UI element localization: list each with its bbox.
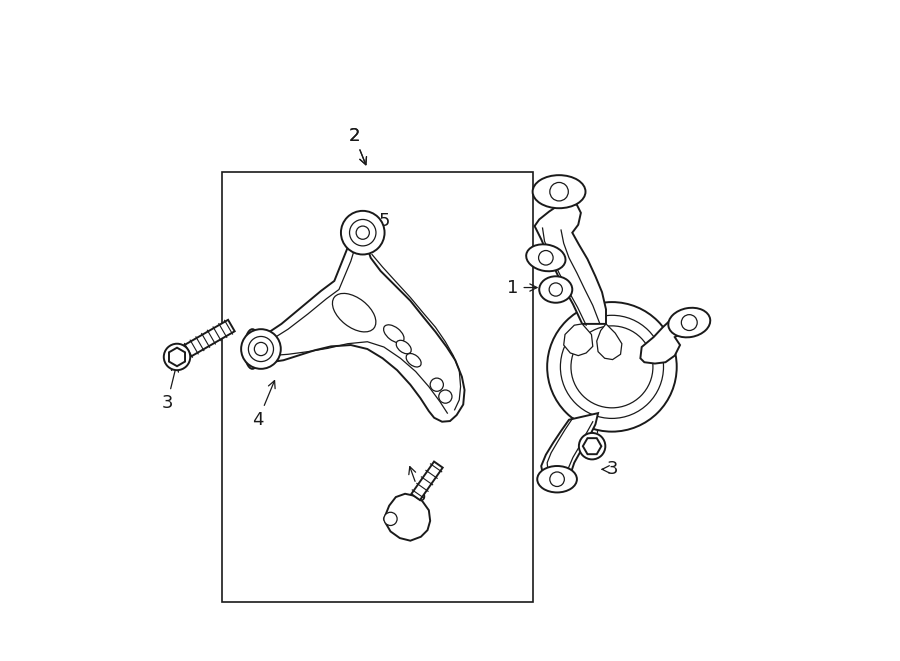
- Circle shape: [255, 342, 267, 356]
- Ellipse shape: [669, 308, 710, 337]
- Polygon shape: [535, 202, 606, 324]
- Circle shape: [384, 512, 397, 525]
- Ellipse shape: [406, 354, 421, 367]
- Circle shape: [356, 226, 369, 239]
- Polygon shape: [641, 311, 691, 364]
- Circle shape: [579, 433, 606, 459]
- Polygon shape: [541, 413, 598, 479]
- Circle shape: [349, 219, 376, 246]
- Polygon shape: [597, 324, 622, 360]
- Text: 3: 3: [161, 364, 178, 412]
- Ellipse shape: [537, 466, 577, 492]
- Circle shape: [550, 472, 564, 486]
- Polygon shape: [411, 461, 443, 500]
- Circle shape: [571, 326, 652, 408]
- Polygon shape: [169, 348, 185, 366]
- Circle shape: [241, 329, 281, 369]
- Text: 3: 3: [602, 460, 617, 479]
- Circle shape: [538, 251, 554, 265]
- Text: 1: 1: [507, 278, 537, 297]
- Circle shape: [164, 344, 190, 370]
- Circle shape: [547, 302, 677, 432]
- Circle shape: [550, 182, 568, 201]
- Circle shape: [341, 211, 384, 254]
- Polygon shape: [563, 324, 593, 356]
- Polygon shape: [583, 438, 601, 454]
- Ellipse shape: [245, 329, 260, 369]
- FancyBboxPatch shape: [222, 172, 533, 602]
- Text: 2: 2: [348, 126, 366, 165]
- Circle shape: [248, 336, 274, 362]
- Text: 5: 5: [373, 212, 390, 231]
- Circle shape: [681, 315, 698, 330]
- Polygon shape: [384, 494, 430, 541]
- Ellipse shape: [539, 276, 572, 303]
- Ellipse shape: [332, 293, 376, 332]
- Circle shape: [561, 315, 663, 418]
- Text: 4: 4: [253, 381, 275, 429]
- Circle shape: [430, 378, 444, 391]
- Circle shape: [549, 283, 562, 296]
- Polygon shape: [183, 320, 235, 358]
- Circle shape: [439, 390, 452, 403]
- Text: 2: 2: [348, 126, 366, 165]
- Polygon shape: [264, 226, 464, 422]
- Ellipse shape: [526, 245, 565, 271]
- Ellipse shape: [396, 340, 411, 354]
- Ellipse shape: [533, 175, 586, 208]
- Ellipse shape: [383, 325, 404, 343]
- Text: 6: 6: [409, 467, 426, 505]
